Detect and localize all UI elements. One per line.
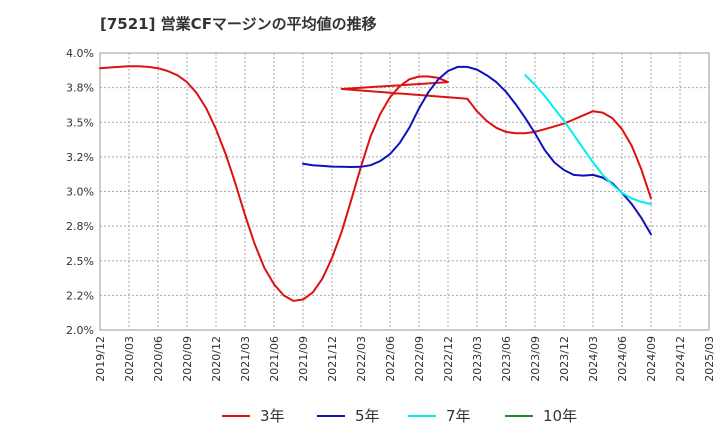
legend-label: 10年 (543, 407, 578, 425)
x-tick-label: 2023/03 (471, 336, 484, 382)
y-tick-label: 3.0% (66, 186, 94, 199)
x-tick-label: 2022/03 (355, 336, 368, 382)
x-tick-label: 2020/09 (181, 336, 194, 382)
line-chart: 2.0% 2.2% 2.5% 2.8% 3.0% 3.2% 3.5% 3.8% 4.0% 2019… (66, 47, 716, 382)
x-tick-label: 2021/06 (268, 336, 281, 382)
y-tick-label: 4.0% (66, 47, 94, 60)
x-tick-label: 2023/09 (529, 336, 542, 382)
x-tick-label: 2021/03 (239, 336, 252, 382)
chart-title: [7521] 営業CFマージンの平均値の推移 (100, 15, 377, 33)
x-tick-label: 2020/12 (210, 336, 223, 382)
x-tick-label: 2024/12 (674, 336, 687, 382)
legend-swatch (317, 414, 345, 417)
x-tick-label: 2024/06 (616, 336, 629, 382)
x-tick-label: 2023/12 (558, 336, 571, 382)
legend-label: 5年 (355, 407, 380, 425)
y-tick-label: 3.8% (66, 82, 94, 95)
x-tick-label: 2019/12 (94, 336, 107, 382)
y-tick-label: 3.5% (66, 116, 94, 129)
legend-item: 7年 (408, 405, 471, 426)
series-line-3年 (99, 65, 652, 302)
x-tick-label: 2021/09 (297, 336, 310, 382)
y-tick-label: 3.2% (66, 151, 94, 164)
x-tick-label: 2020/03 (123, 336, 136, 382)
chart-legend: 3年 5年 7年 10年 (0, 400, 720, 430)
y-tick-label: 2.5% (66, 255, 94, 268)
legend-label: 7年 (446, 407, 471, 425)
x-tick-label: 2022/12 (442, 336, 455, 382)
legend-item: 5年 (317, 405, 380, 426)
x-tick-label: 2024/09 (645, 336, 658, 382)
legend-label: 3年 (260, 407, 285, 425)
x-tick-label: 2024/03 (587, 336, 600, 382)
series-line-5年 (302, 65, 652, 236)
x-tick-label: 2022/06 (384, 336, 397, 382)
legend-swatch (505, 414, 533, 417)
x-tick-label: 2022/09 (413, 336, 426, 382)
series-line-7年 (524, 74, 652, 205)
x-tick-label: 2025/03 (703, 336, 716, 382)
y-tick-label: 2.2% (66, 289, 94, 302)
x-tick-label: 2021/12 (326, 336, 339, 382)
legend-item: 10年 (505, 405, 577, 426)
legend-swatch (222, 414, 250, 417)
y-tick-label: 2.8% (66, 220, 94, 233)
x-tick-label: 2023/06 (500, 336, 513, 382)
x-tick-label: 2020/06 (152, 336, 165, 382)
legend-item: 3年 (222, 405, 285, 426)
y-tick-label: 2.0% (66, 324, 94, 337)
legend-swatch (408, 414, 436, 417)
